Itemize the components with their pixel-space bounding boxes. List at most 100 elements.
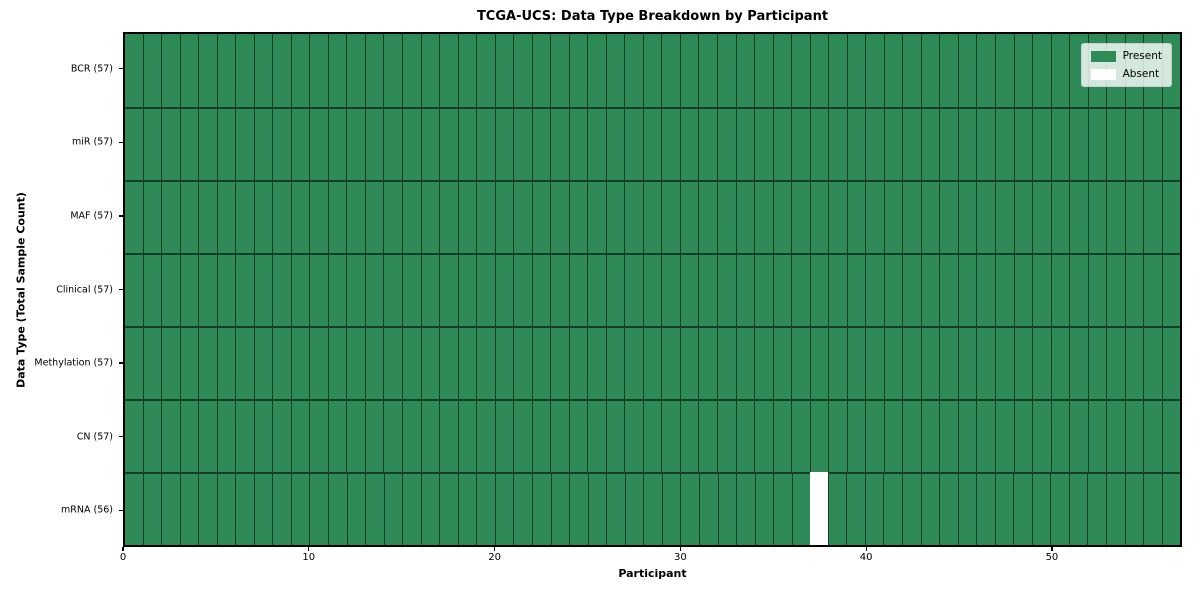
- heatmap-cell: [587, 399, 606, 472]
- x-tick-mark: [1051, 547, 1053, 551]
- heatmap-cell: [994, 326, 1014, 399]
- heatmap-cell: [772, 326, 792, 399]
- heatmap-cell: [624, 326, 643, 399]
- heatmap-row: [125, 399, 1181, 472]
- heatmap-cell: [327, 326, 347, 399]
- heatmap-cell: [550, 34, 569, 107]
- heatmap-cell: [272, 180, 291, 253]
- heatmap-cell: [976, 472, 995, 545]
- heatmap-cell: [679, 326, 699, 399]
- heatmap-cell: [1124, 399, 1144, 472]
- heatmap-cell: [939, 472, 958, 545]
- heatmap-cell: [290, 34, 310, 107]
- heatmap-cell: [420, 253, 440, 326]
- heatmap-cell: [1087, 472, 1106, 545]
- heatmap-cell: [976, 180, 995, 253]
- heatmap-cell: [1106, 107, 1125, 180]
- heatmap-cell: [253, 180, 273, 253]
- heatmap-cell: [994, 253, 1014, 326]
- heatmap-cell: [736, 472, 755, 545]
- heatmap-cell: [290, 107, 310, 180]
- heatmap-cell: [1087, 253, 1107, 326]
- legend-entry: Absent: [1090, 68, 1162, 80]
- heatmap-cell: [772, 34, 792, 107]
- x-tick-mark: [308, 547, 310, 551]
- heatmap-cell: [161, 326, 180, 399]
- heatmap-cell: [1143, 326, 1162, 399]
- heatmap-cell: [1069, 253, 1088, 326]
- x-tick-label: 10: [302, 552, 316, 563]
- heatmap-cell: [883, 34, 903, 107]
- heatmap-cell: [717, 107, 736, 180]
- x-tick-mark: [679, 547, 681, 551]
- heatmap-cell: [1143, 107, 1162, 180]
- x-tick-label: 50: [1045, 552, 1059, 563]
- heatmap-cell: [772, 107, 792, 180]
- heatmap-cell: [309, 34, 328, 107]
- heatmap-cell: [179, 399, 199, 472]
- heatmap-cell: [439, 34, 458, 107]
- heatmap-cell: [513, 34, 532, 107]
- heatmap-cell: [1106, 399, 1125, 472]
- heatmap-cell: [1161, 253, 1181, 326]
- heatmap-cell: [327, 399, 347, 472]
- heatmap-cell: [383, 107, 402, 180]
- heatmap-cell: [1013, 472, 1032, 545]
- heatmap-cell: [698, 34, 717, 107]
- heatmap-cell: [679, 107, 699, 180]
- heatmap-cell: [1032, 107, 1051, 180]
- heatmap-cell: [457, 34, 477, 107]
- heatmap-cell: [439, 472, 458, 545]
- heatmap-cell: [994, 472, 1014, 545]
- x-tick-mark: [493, 547, 496, 551]
- heatmap-cell: [272, 107, 291, 180]
- heatmap-cell: [531, 326, 551, 399]
- heatmap-cell: [383, 180, 402, 253]
- heatmap-cell: [717, 472, 737, 545]
- heatmap-cell: [568, 34, 588, 107]
- heatmap-cell: [364, 253, 384, 326]
- x-tick-label: 0: [119, 552, 127, 563]
- heatmap-cell: [661, 472, 681, 545]
- heatmap-cell: [420, 107, 440, 180]
- heatmap-cell: [679, 34, 699, 107]
- heatmap-cell: [253, 326, 273, 399]
- heatmap-cell: [476, 253, 495, 326]
- heatmap-row: [125, 472, 1181, 545]
- heatmap-cell: [142, 253, 162, 326]
- heatmap-cell: [568, 107, 588, 180]
- legend-swatch-present: [1090, 50, 1116, 62]
- x-tick-label: 40: [859, 552, 873, 563]
- heatmap-cell: [772, 399, 792, 472]
- heatmap-cell: [642, 326, 662, 399]
- heatmap-cell: [198, 472, 217, 545]
- heatmap-cell: [179, 472, 199, 545]
- heatmap-cell: [513, 180, 532, 253]
- heatmap-cell: [976, 107, 995, 180]
- heatmap-cell: [346, 326, 365, 399]
- heatmap-cell: [346, 180, 365, 253]
- heatmap-cell: [1013, 253, 1033, 326]
- heatmap-cell: [865, 180, 884, 253]
- heatmap-cell: [939, 180, 958, 253]
- heatmap-cell: [1032, 34, 1051, 107]
- heatmap-cell: [198, 180, 217, 253]
- heatmap-cell: [642, 399, 662, 472]
- heatmap-cell: [161, 34, 180, 107]
- heatmap-cell: [494, 326, 514, 399]
- heatmap-cell: [550, 399, 569, 472]
- heatmap-cell: [791, 399, 810, 472]
- heatmap-cell: [216, 107, 236, 180]
- heatmap-cell: [235, 472, 254, 545]
- y-tick-label: miR (57): [71, 136, 113, 148]
- heatmap-cell: [253, 399, 273, 472]
- heatmap-cell: [587, 107, 606, 180]
- heatmap-cell: [216, 326, 236, 399]
- heatmap-cell: [883, 107, 903, 180]
- heatmap-cell: [791, 326, 810, 399]
- heatmap-cell: [957, 253, 977, 326]
- heatmap-cell: [1069, 399, 1088, 472]
- heatmap-cell: [531, 180, 551, 253]
- heatmap-cell: [809, 107, 829, 180]
- heatmap-cell: [1013, 399, 1033, 472]
